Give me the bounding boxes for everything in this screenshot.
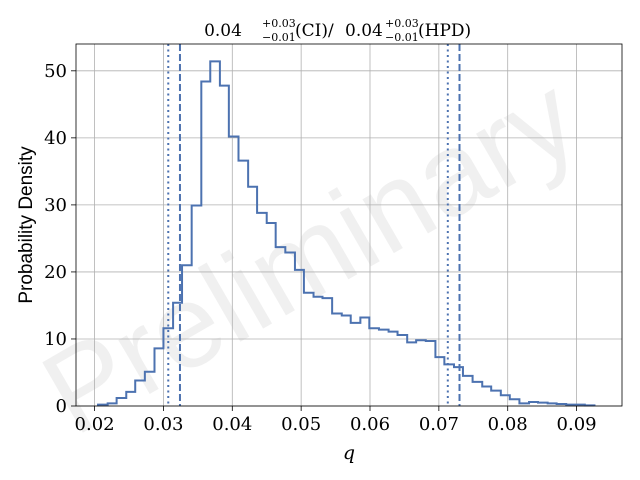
x-tick-label: 0.09 <box>557 414 597 435</box>
x-tick-label: 0.02 <box>75 414 115 435</box>
title-ci-tag: (CI)/ <box>295 21 334 41</box>
histogram-step-line <box>97 60 596 407</box>
title-hpd-tag: (HPD) <box>418 21 471 41</box>
x-tick-label: 0.06 <box>350 414 390 435</box>
histogram-series <box>97 60 596 407</box>
x-tick-label: 0.04 <box>212 414 252 435</box>
x-axis-label: q <box>343 442 355 464</box>
y-axis-label: Probability Density <box>16 146 37 304</box>
title-hpd-plus: +0.03 <box>385 17 419 30</box>
interval-lines <box>167 44 461 406</box>
x-tick-label: 0.07 <box>419 414 459 435</box>
x-tick-label: 0.03 <box>143 414 183 435</box>
x-axis: 0.02 0.03 0.04 0.05 0.06 0.07 0.08 0.09 <box>75 406 597 435</box>
title-hpd-value: 0.04 <box>345 21 383 41</box>
x-tick-label: 0.05 <box>281 414 321 435</box>
title-ci-minus: −0.01 <box>262 31 296 44</box>
y-axis: 0 10 20 30 40 50 <box>44 61 76 417</box>
y-tick-label: 40 <box>44 128 67 149</box>
y-tick-label: 30 <box>44 195 67 216</box>
x-tick-label: 0.08 <box>488 414 528 435</box>
title-ci-value: 0.04 <box>204 21 242 41</box>
y-tick-label: 10 <box>44 329 67 350</box>
y-tick-label: 20 <box>44 262 67 283</box>
chart-title: 0.04 <box>204 21 242 41</box>
title-hpd-minus: −0.01 <box>385 31 419 44</box>
y-tick-label: 50 <box>44 61 67 82</box>
y-tick-label: 0 <box>56 396 67 417</box>
title-ci-plus: +0.03 <box>262 17 296 30</box>
plot-frame <box>75 43 623 407</box>
